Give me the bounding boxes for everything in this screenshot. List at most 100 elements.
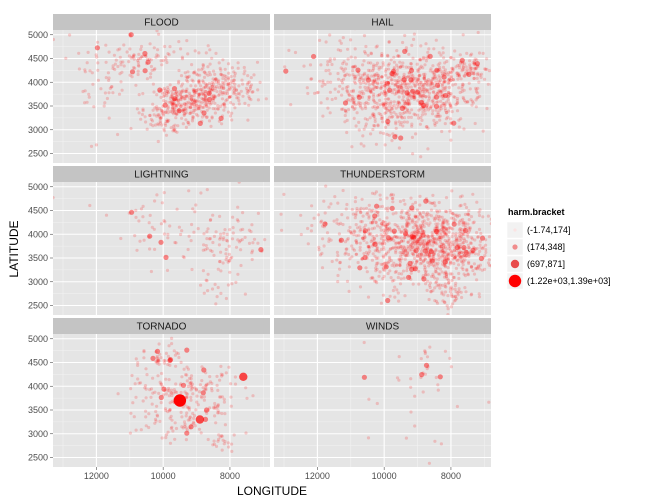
data-point	[446, 313, 450, 315]
data-point	[412, 94, 416, 98]
data-point	[322, 225, 326, 229]
data-point	[206, 382, 210, 386]
data-point	[153, 67, 157, 71]
data-point	[418, 66, 422, 70]
data-point	[179, 74, 184, 78]
data-point	[437, 200, 441, 205]
data-point	[131, 55, 136, 59]
data-point	[363, 236, 367, 240]
data-point	[142, 68, 148, 74]
data-point	[435, 226, 439, 230]
data-point	[438, 76, 442, 80]
data-point	[189, 239, 193, 243]
data-point	[400, 91, 404, 95]
data-point	[444, 274, 448, 278]
data-point	[335, 258, 339, 262]
data-point	[396, 275, 400, 280]
data-point	[189, 377, 193, 381]
data-point	[462, 221, 466, 225]
data-point	[210, 94, 214, 98]
data-point	[118, 47, 122, 51]
data-point	[239, 89, 243, 93]
data-point	[423, 257, 427, 261]
data-point	[189, 381, 193, 385]
data-point	[382, 247, 386, 251]
data-point	[419, 236, 423, 240]
data-point	[453, 213, 457, 217]
data-point	[386, 54, 390, 58]
data-point	[403, 294, 407, 298]
data-point	[451, 295, 455, 299]
data-point	[166, 120, 170, 124]
data-point	[451, 227, 455, 231]
data-point	[181, 82, 185, 86]
data-point	[413, 200, 418, 205]
data-point	[131, 401, 135, 405]
data-point	[449, 211, 453, 215]
data-point	[390, 237, 394, 241]
data-point	[397, 54, 401, 58]
data-point	[349, 89, 353, 93]
data-point	[363, 50, 367, 54]
data-point	[198, 92, 202, 96]
data-point	[451, 257, 455, 261]
data-point	[159, 115, 163, 120]
data-point	[410, 94, 414, 98]
data-point	[206, 65, 210, 69]
data-point	[398, 199, 402, 204]
data-point	[136, 60, 140, 65]
data-point	[434, 299, 439, 303]
data-point	[459, 290, 463, 294]
data-point	[222, 231, 226, 235]
data-point	[421, 371, 425, 375]
data-point	[139, 44, 144, 49]
data-point	[401, 111, 405, 115]
data-point	[455, 249, 459, 253]
data-point	[465, 254, 469, 258]
data-point	[173, 421, 177, 425]
data-point	[388, 236, 392, 240]
data-point	[478, 263, 482, 267]
data-point	[363, 235, 367, 239]
data-point	[394, 251, 398, 255]
data-point	[211, 69, 216, 73]
data-point	[384, 103, 388, 107]
data-point	[478, 94, 482, 98]
data-point	[194, 72, 199, 76]
data-point	[417, 67, 421, 71]
data-point	[168, 401, 172, 405]
data-point	[461, 241, 465, 245]
data-point	[184, 347, 190, 353]
data-point	[449, 104, 453, 108]
data-point	[234, 280, 238, 284]
data-point	[166, 430, 170, 434]
data-point	[159, 59, 163, 63]
data-point	[435, 238, 439, 242]
data-point	[455, 215, 460, 219]
data-point	[499, 239, 502, 242]
data-point	[306, 242, 310, 246]
data-point	[201, 63, 205, 67]
data-point	[346, 108, 351, 112]
data-point	[197, 80, 201, 84]
y-tick-label: 4000	[28, 77, 48, 87]
data-point	[175, 390, 179, 394]
data-point	[144, 424, 148, 428]
data-point	[336, 71, 340, 76]
data-point	[306, 226, 310, 231]
data-point	[427, 240, 431, 244]
facet-panel-tornado: TORNADO	[53, 318, 270, 467]
data-point	[391, 246, 395, 250]
data-point	[396, 84, 400, 88]
data-point	[433, 218, 437, 222]
data-point	[176, 108, 182, 114]
data-point	[453, 295, 457, 299]
data-point	[352, 248, 357, 252]
data-point	[166, 389, 170, 393]
data-point	[402, 231, 409, 237]
data-point	[429, 289, 433, 293]
data-point	[387, 104, 391, 108]
data-point	[347, 289, 351, 293]
data-point	[164, 133, 169, 137]
data-point	[179, 382, 183, 386]
